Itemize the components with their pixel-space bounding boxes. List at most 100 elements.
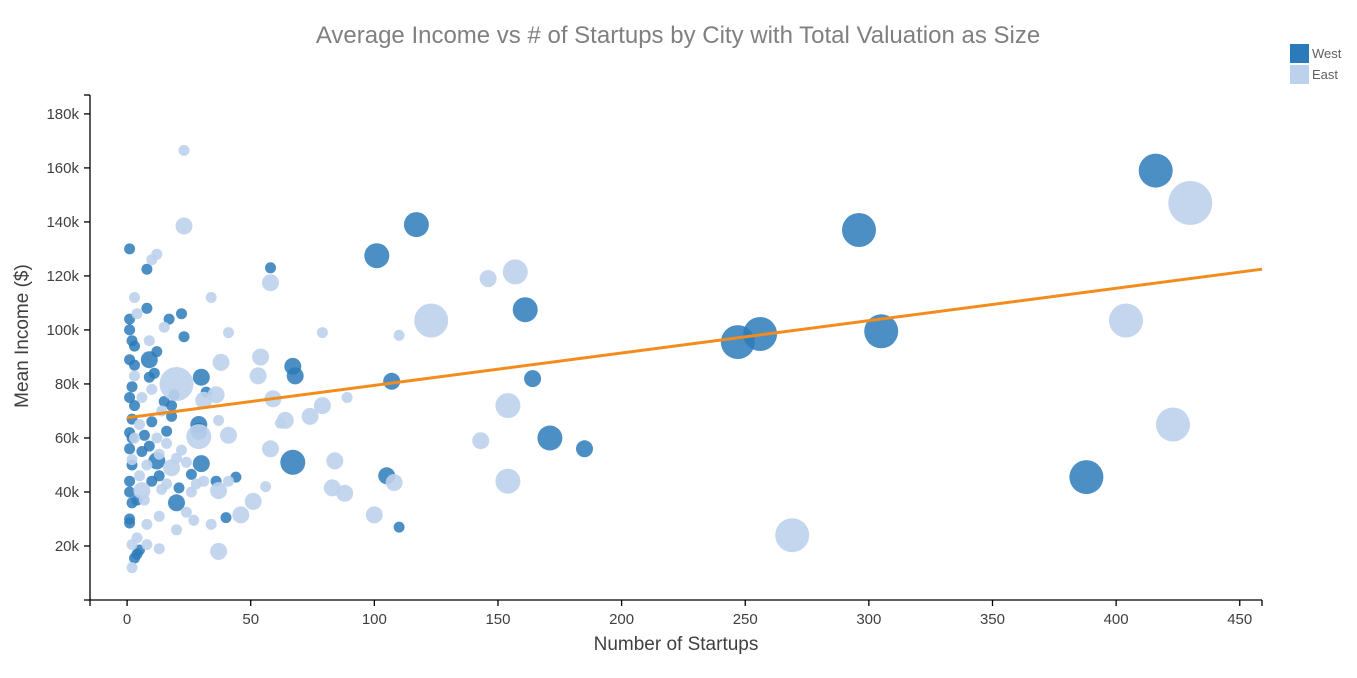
trend-line [126, 267, 1263, 420]
data-point-east [252, 348, 270, 366]
data-point-east [146, 383, 158, 395]
data-point-east [186, 424, 212, 450]
data-point-east [276, 411, 294, 429]
data-point-east [134, 470, 145, 482]
data-point-east [414, 303, 449, 338]
data-point-east [141, 518, 153, 530]
x-tick-label: 400 [1104, 611, 1129, 628]
data-point-west [192, 368, 210, 386]
legend-swatch-east [1290, 65, 1309, 84]
data-point-east [131, 308, 143, 320]
data-point-west [192, 455, 210, 473]
data-point-west [176, 308, 187, 320]
data-point-west [178, 331, 190, 343]
data-point-west [124, 486, 136, 498]
data-point-east [171, 452, 182, 464]
data-point-east [210, 542, 228, 560]
data-point-west [138, 429, 150, 441]
data-point-east [153, 448, 165, 460]
data-point-west [173, 482, 185, 494]
chart-title: Average Income vs # of Startups by City … [316, 22, 1040, 49]
x-tick-label: 50 [242, 611, 259, 628]
data-point-east [1168, 181, 1213, 225]
axes: 0 50 100 150 200 250 300 350 400 450 20k 40k 60k 80k 1… [46, 94, 1263, 628]
x-tick-label: 450 [1227, 611, 1252, 628]
data-point-east [385, 474, 403, 491]
data-point-east [153, 510, 165, 522]
data-point-east [161, 478, 173, 490]
data-point-east [244, 492, 262, 510]
y-tick-label: 100k [46, 322, 79, 339]
x-tick-label: 300 [856, 611, 881, 628]
data-point-west [124, 443, 136, 455]
data-point-east [212, 353, 230, 371]
data-point-east [1156, 407, 1190, 442]
data-point-east [141, 539, 153, 551]
y-tick-label: 140k [46, 214, 79, 231]
data-point-east [223, 475, 234, 487]
legend-swatch-west [1290, 44, 1309, 63]
x-tick-label: 350 [980, 611, 1005, 628]
data-point-east [223, 327, 234, 339]
data-point-east [129, 292, 140, 303]
x-tick-label: 100 [362, 611, 387, 628]
data-point-east [316, 327, 328, 339]
x-tick-label: 250 [733, 611, 758, 628]
data-point-west [124, 517, 136, 529]
data-points [124, 144, 1213, 574]
data-point-east [141, 459, 153, 471]
data-point-east [188, 514, 200, 526]
data-point-east [207, 386, 225, 404]
series-east [126, 144, 1213, 574]
data-point-west [524, 370, 542, 388]
data-point-west [1069, 460, 1104, 495]
data-point-east [262, 440, 279, 458]
data-point-west [141, 302, 153, 314]
y-tick-label: 80k [55, 376, 80, 393]
data-point-east [161, 437, 173, 449]
data-point-east [205, 518, 217, 530]
data-point-east [159, 367, 194, 401]
data-point-west [864, 314, 899, 349]
data-point-west [280, 449, 306, 475]
data-point-east [495, 468, 521, 494]
data-point-east [262, 274, 279, 292]
legend-label-west: West [1312, 46, 1342, 61]
data-point-west [148, 367, 160, 379]
data-point-east [336, 484, 354, 502]
data-point-east [775, 518, 810, 553]
data-point-west [146, 416, 158, 428]
data-point-east [171, 524, 182, 536]
y-tick-label: 60k [55, 430, 80, 447]
data-point-east [341, 392, 353, 403]
data-point-east [210, 482, 228, 500]
data-point-east [143, 335, 155, 347]
data-point-west [129, 340, 140, 352]
data-point-west [166, 400, 178, 412]
data-point-east [326, 452, 344, 470]
data-point-west [537, 425, 563, 451]
data-point-east [393, 329, 405, 341]
data-point-east [198, 475, 210, 487]
data-point-east [479, 270, 497, 288]
data-point-east [1109, 303, 1143, 338]
data-point-east [153, 543, 165, 555]
data-point-west [126, 381, 138, 393]
data-point-east [133, 482, 151, 500]
data-point-east [260, 481, 272, 493]
data-point-east [472, 432, 490, 450]
data-point-west [393, 521, 405, 533]
legend: West East [1290, 44, 1342, 84]
data-point-west [161, 425, 173, 437]
data-point-east [175, 217, 193, 235]
data-point-east [178, 144, 190, 156]
y-tick-label: 120k [46, 268, 79, 285]
data-point-east [126, 539, 138, 551]
data-point-east [249, 367, 267, 385]
data-point-west [124, 324, 136, 336]
data-point-east [129, 370, 140, 382]
y-tick-label: 20k [55, 538, 80, 555]
x-axis-label: Number of Startups [594, 634, 759, 655]
x-tick-label: 200 [609, 611, 634, 628]
x-tick-label: 0 [123, 611, 131, 628]
